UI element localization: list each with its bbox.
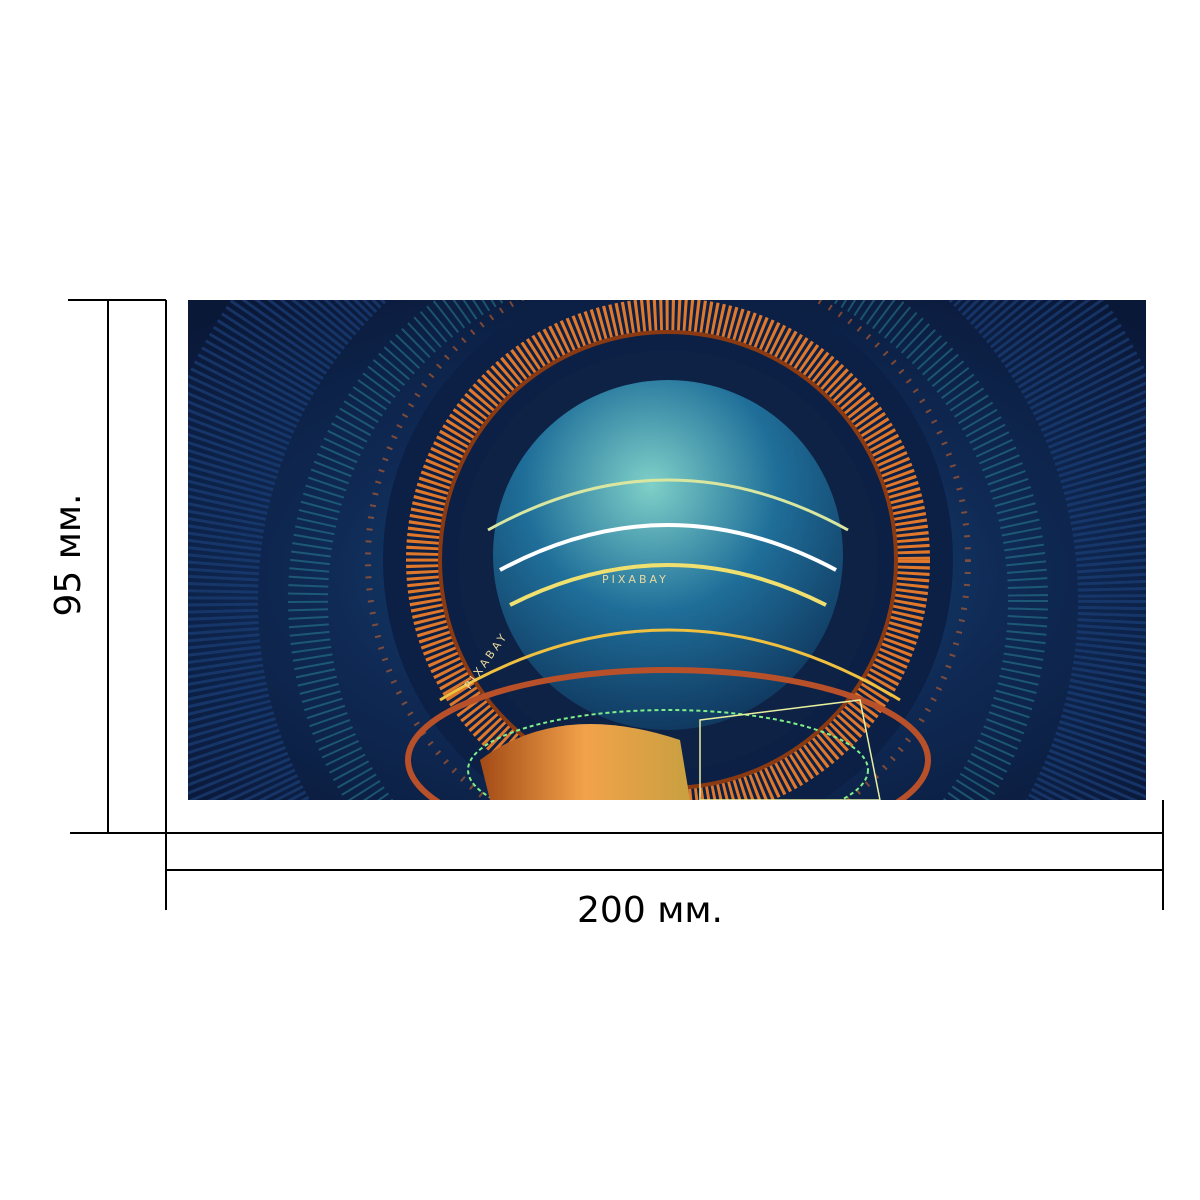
dimension-lines (68, 299, 1164, 910)
height-label: 95 мм. (48, 493, 89, 616)
width-label: 200 мм. (577, 890, 723, 931)
product-image: PIXABAY PIXABAY (188, 300, 1146, 800)
watermark: PIXABAY (602, 573, 669, 586)
